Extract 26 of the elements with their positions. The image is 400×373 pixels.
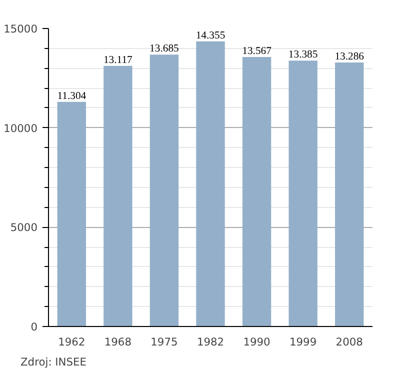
x-tick-label: 1990 [243,336,271,348]
y-tick-label: 15000 [4,22,38,36]
x-tick-label: 1999 [290,336,317,348]
bar [335,62,364,326]
bar [242,56,272,326]
bar [288,60,318,326]
bar [104,66,132,326]
data-label: 13.286 [334,52,365,63]
data-label: 14.355 [196,30,226,42]
x-tick-label: 1962 [58,336,86,348]
y-tick-label: 0 [30,320,38,334]
data-label: 11.304 [57,90,87,102]
bar [196,41,225,326]
text: Zdroj: INSEE [20,356,87,368]
y-tick-label: 5000 [10,221,38,234]
bar [57,102,86,326]
x-tick-label: 1968 [104,336,132,348]
data-label: 13.685 [150,44,179,55]
data-label: 13.385 [288,50,318,61]
y-tick-label: 10000 [4,122,38,135]
x-tick-label: 2008 [336,336,364,348]
data-label: 13.117 [103,54,134,66]
bar [150,54,179,326]
data-label: 13.567 [242,46,272,57]
x-tick-label: 1982 [196,336,224,348]
x-tick-label: 1975 [150,336,178,348]
